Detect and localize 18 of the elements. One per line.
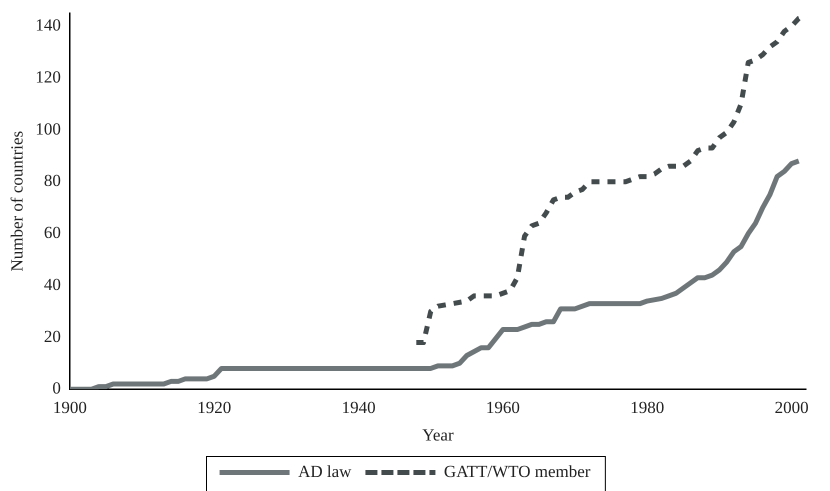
y-tick-label: 60 — [44, 223, 61, 242]
y-tick-label: 20 — [44, 326, 61, 346]
y-tick-label: 120 — [35, 67, 61, 86]
x-axis-title: Year — [422, 425, 454, 444]
y-tick-label: 140 — [35, 16, 61, 35]
x-tick-label: 2000 — [774, 398, 809, 417]
y-tick-label: 80 — [44, 171, 61, 190]
x-tick-label: 1980 — [630, 398, 664, 417]
legend-label: AD law — [298, 462, 352, 481]
y-tick-label: 40 — [44, 274, 61, 294]
x-tick-label: 1900 — [52, 398, 87, 417]
x-tick-label: 1920 — [197, 398, 232, 417]
x-tick-label: 1940 — [342, 398, 376, 417]
legend-label: GATT/WTO member — [444, 462, 591, 481]
x-tick-label: 1960 — [486, 398, 520, 417]
y-tick-label: 100 — [35, 119, 61, 138]
y-tick-label: 0 — [52, 378, 61, 398]
y-axis-title: Number of countries — [8, 130, 27, 272]
